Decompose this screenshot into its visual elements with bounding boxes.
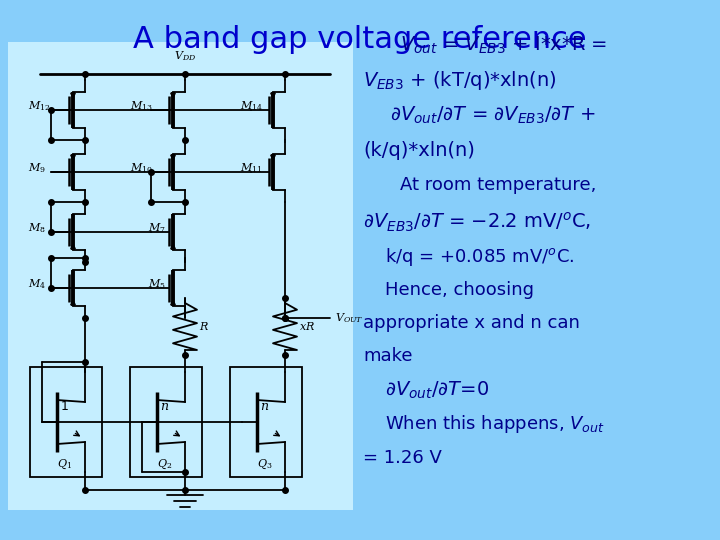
Text: k/q = +0.085 mV/$^o$C.: k/q = +0.085 mV/$^o$C. [385,246,575,268]
Text: $\partial V_{EB3}/\partial T$ = $-$2.2 mV/$^o$C,: $\partial V_{EB3}/\partial T$ = $-$2.2 m… [363,211,591,234]
Text: $V_{OUT}$: $V_{OUT}$ [335,311,364,325]
Text: $M_{13}$: $M_{13}$ [130,99,153,113]
Text: $M_{5}$: $M_{5}$ [148,277,166,291]
Text: $M_{8}$: $M_{8}$ [28,221,46,235]
Text: $Q_2$: $Q_2$ [158,457,173,470]
Text: $xR$: $xR$ [299,321,315,333]
Text: $M_{4}$: $M_{4}$ [28,277,46,291]
Text: $Q_3$: $Q_3$ [257,457,273,470]
Text: $V_{EB3}$ + (kT/q)*xln(n): $V_{EB3}$ + (kT/q)*xln(n) [363,69,557,91]
Text: (k/q)*xln(n): (k/q)*xln(n) [363,140,475,159]
Text: $\partial V_{out}/\partial T$ = $\partial V_{EB3}/\partial T$ +: $\partial V_{out}/\partial T$ = $\partia… [390,104,595,126]
Text: 1: 1 [61,401,69,414]
Text: Hence, choosing: Hence, choosing [385,281,534,299]
Text: When this happens, $V_{out}$: When this happens, $V_{out}$ [385,413,605,435]
Text: $V_{DD}$: $V_{DD}$ [174,49,196,63]
Text: $M_{7}$: $M_{7}$ [148,221,166,235]
Text: $Q_1$: $Q_1$ [58,457,73,470]
Text: $M_{14}$: $M_{14}$ [240,99,263,113]
Text: $M_{10}$: $M_{10}$ [130,161,153,175]
Text: $M_{11}$: $M_{11}$ [240,161,262,175]
Text: = 1.26 V: = 1.26 V [363,449,442,467]
Text: $V_{out}$ = $V_{EB3}$ + I*x*R =: $V_{out}$ = $V_{EB3}$ + I*x*R = [400,35,607,56]
Bar [230,367,302,477]
Text: $M_{12}$: $M_{12}$ [28,99,50,113]
Text: $n$: $n$ [261,401,269,414]
Text: $R$: $R$ [199,321,209,333]
Bar [130,367,202,477]
Bar [30,367,102,477]
Text: appropriate x and n can: appropriate x and n can [363,314,580,332]
Text: $M_{9}$: $M_{9}$ [28,161,46,175]
Text: $\partial V_{out}/\partial T$=0: $\partial V_{out}/\partial T$=0 [385,379,489,401]
Text: make: make [363,347,413,365]
FancyBboxPatch shape [8,42,353,510]
Text: $n$: $n$ [161,401,170,414]
Text: At room temperature,: At room temperature, [400,176,596,194]
Text: A band gap voltage reference: A band gap voltage reference [133,25,587,54]
